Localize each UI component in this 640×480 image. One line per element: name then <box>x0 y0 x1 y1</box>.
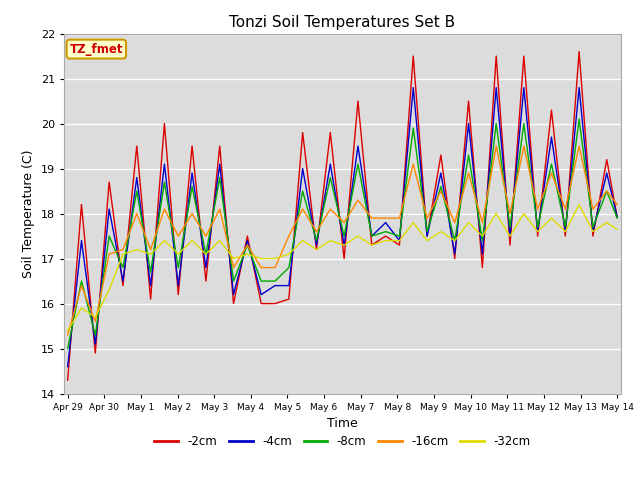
Legend: -2cm, -4cm, -8cm, -16cm, -32cm: -2cm, -4cm, -8cm, -16cm, -32cm <box>150 430 535 453</box>
Y-axis label: Soil Temperature (C): Soil Temperature (C) <box>22 149 35 278</box>
Text: TZ_fmet: TZ_fmet <box>70 43 123 56</box>
X-axis label: Time: Time <box>327 417 358 430</box>
Title: Tonzi Soil Temperatures Set B: Tonzi Soil Temperatures Set B <box>229 15 456 30</box>
